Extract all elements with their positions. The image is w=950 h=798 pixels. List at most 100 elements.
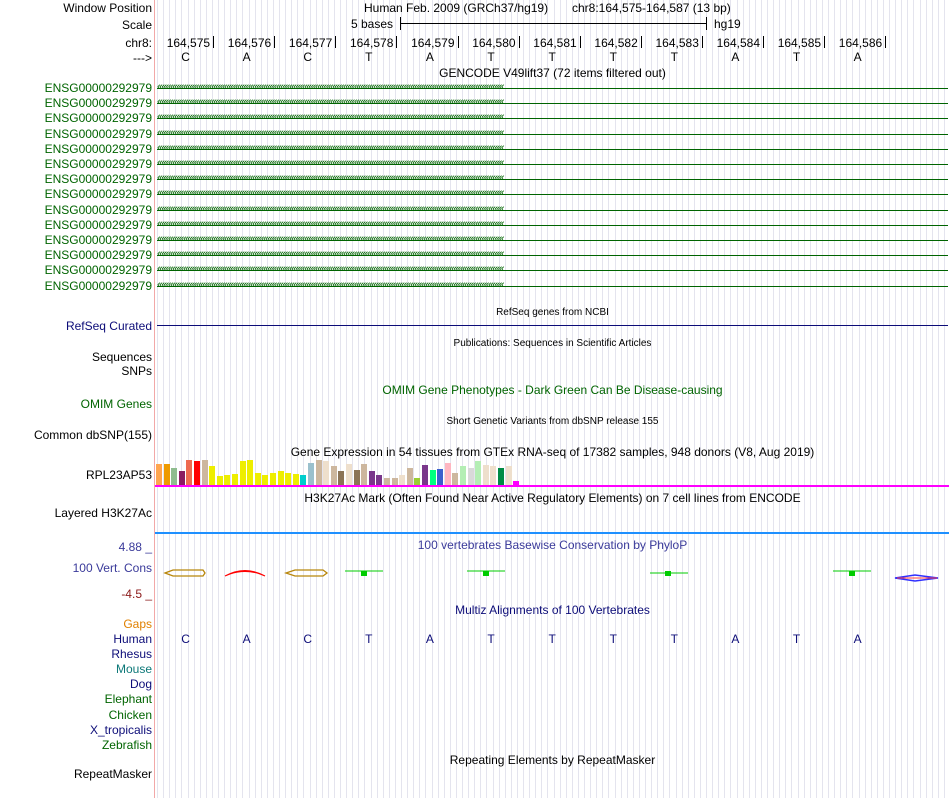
phylop-title[interactable]: 100 vertebrates Basewise Conservation by… xyxy=(417,538,688,552)
gencode-gene-feature[interactable]: ‹‹‹‹‹‹‹‹‹‹‹‹‹‹‹‹‹‹‹‹‹‹‹‹‹‹‹‹‹‹‹‹‹‹‹‹‹‹‹‹… xyxy=(157,203,948,215)
gencode-gene-label[interactable]: ENSG00000292979 xyxy=(44,157,152,171)
gtex-tissue-bar[interactable] xyxy=(429,470,436,485)
gtex-tissue-bar[interactable] xyxy=(467,467,474,485)
gtex-tissue-bar[interactable] xyxy=(201,460,208,485)
gencode-gene-feature[interactable]: ‹‹‹‹‹‹‹‹‹‹‹‹‹‹‹‹‹‹‹‹‹‹‹‹‹‹‹‹‹‹‹‹‹‹‹‹‹‹‹‹… xyxy=(157,157,948,169)
gencode-gene-label[interactable]: ENSG00000292979 xyxy=(44,278,152,293)
gtex-label[interactable]: RPL23AP53 xyxy=(85,468,152,482)
snps-label[interactable]: SNPs xyxy=(121,364,152,378)
dbsnp-title[interactable]: Short Genetic Variants from dbSNP releas… xyxy=(446,416,659,427)
gtex-tissue-bar[interactable] xyxy=(216,476,223,485)
gtex-tissue-bar[interactable] xyxy=(285,472,292,485)
gtex-tissue-bar[interactable] xyxy=(406,467,413,485)
omim-title[interactable]: OMIM Gene Phenotypes - Dark Green Can Be… xyxy=(382,383,723,397)
gtex-tissue-bar[interactable] xyxy=(156,463,162,485)
gtex-tissue-bar[interactable] xyxy=(452,472,459,485)
gtex-tissue-bar[interactable] xyxy=(239,461,246,485)
multiz-title[interactable]: Multiz Alignments of 100 Vertebrates xyxy=(455,603,650,617)
dbsnp-label[interactable]: Common dbSNP(155) xyxy=(33,428,152,442)
gencode-gene-feature[interactable]: ‹‹‹‹‹‹‹‹‹‹‹‹‹‹‹‹‹‹‹‹‹‹‹‹‹‹‹‹‹‹‹‹‹‹‹‹‹‹‹‹… xyxy=(157,263,948,275)
omim-label[interactable]: OMIM Genes xyxy=(80,397,152,411)
gencode-gene-feature[interactable]: ‹‹‹‹‹‹‹‹‹‹‹‹‹‹‹‹‹‹‹‹‹‹‹‹‹‹‹‹‹‹‹‹‹‹‹‹‹‹‹‹… xyxy=(157,279,948,291)
gtex-tissue-bar[interactable] xyxy=(444,462,451,485)
gtex-tissue-bar[interactable] xyxy=(171,467,178,485)
gtex-tissue-bar[interactable] xyxy=(270,472,276,485)
gtex-tissue-bar[interactable] xyxy=(361,463,368,485)
gtex-tissue-bar[interactable] xyxy=(163,463,170,485)
gtex-tissue-bar[interactable] xyxy=(232,473,238,485)
gencode-gene-label[interactable]: ENSG00000292979 xyxy=(44,263,152,278)
species-label[interactable]: Human xyxy=(113,632,152,646)
h3k27ac-title[interactable]: H3K27Ac Mark (Often Found Near Active Re… xyxy=(304,491,801,505)
gencode-gene-feature[interactable]: ‹‹‹‹‹‹‹‹‹‹‹‹‹‹‹‹‹‹‹‹‹‹‹‹‹‹‹‹‹‹‹‹‹‹‹‹‹‹‹‹… xyxy=(157,187,948,199)
gaps-label[interactable]: Gaps xyxy=(123,617,152,631)
position-text[interactable]: chr8:164,575-164,587 (13 bp) xyxy=(572,1,731,15)
gtex-tissue-bar[interactable] xyxy=(437,468,444,485)
species-label[interactable]: Elephant xyxy=(104,692,152,707)
species-label[interactable]: Zebrafish xyxy=(101,737,152,752)
species-label[interactable]: Dog xyxy=(129,677,152,692)
gtex-tissue-bar[interactable] xyxy=(460,466,466,485)
gencode-gene-label[interactable]: ENSG00000292979 xyxy=(44,141,152,156)
repeatmasker-title[interactable]: Repeating Elements by RepeatMasker xyxy=(449,753,656,767)
gencode-gene-label[interactable]: ENSG00000292979 xyxy=(44,202,152,217)
gencode-gene-feature[interactable]: ‹‹‹‹‹‹‹‹‹‹‹‹‹‹‹‹‹‹‹‹‹‹‹‹‹‹‹‹‹‹‹‹‹‹‹‹‹‹‹‹… xyxy=(157,127,948,139)
gencode-gene-label[interactable]: ENSG00000292979 xyxy=(44,217,152,232)
gtex-tissue-bar[interactable] xyxy=(224,475,231,485)
gtex-tissue-bar[interactable] xyxy=(254,472,261,485)
gtex-tissue-bar[interactable] xyxy=(482,465,489,485)
gtex-tissue-bar[interactable] xyxy=(323,461,330,485)
refseq-title[interactable]: RefSeq genes from NCBI xyxy=(496,307,609,318)
gtex-tissue-bar[interactable] xyxy=(505,466,512,485)
species-label[interactable]: Mouse xyxy=(115,662,152,677)
gencode-gene-feature[interactable]: ‹‹‹‹‹‹‹‹‹‹‹‹‹‹‹‹‹‹‹‹‹‹‹‹‹‹‹‹‹‹‹‹‹‹‹‹‹‹‹‹… xyxy=(157,142,948,154)
gencode-gene-label[interactable]: ENSG00000292979 xyxy=(44,172,152,187)
gencode-gene-feature[interactable]: ‹‹‹‹‹‹‹‹‹‹‹‹‹‹‹‹‹‹‹‹‹‹‹‹‹‹‹‹‹‹‹‹‹‹‹‹‹‹‹‹… xyxy=(157,111,948,123)
gencode-title[interactable]: GENCODE V49lift37 (72 items filtered out… xyxy=(439,66,666,80)
publications-title[interactable]: Publications: Sequences in Scientific Ar… xyxy=(453,338,652,349)
gtex-tissue-bar[interactable] xyxy=(384,477,390,485)
gencode-gene-label[interactable]: ENSG00000292979 xyxy=(44,187,152,202)
gtex-tissue-bar[interactable] xyxy=(209,466,216,485)
gtex-tissue-bar[interactable] xyxy=(376,475,383,485)
species-label[interactable]: X_tropicalis xyxy=(89,722,152,737)
species-label[interactable]: Rhesus xyxy=(111,647,152,662)
gtex-tissue-bar[interactable] xyxy=(315,460,322,485)
gtex-tissue-bar[interactable] xyxy=(338,471,345,485)
gtex-tissue-bar[interactable] xyxy=(513,481,520,485)
gtex-tissue-bar[interactable] xyxy=(186,460,193,485)
gtex-tissue-bar[interactable] xyxy=(391,477,398,485)
publications-label[interactable]: Sequences xyxy=(91,350,152,364)
gtex-tissue-bar[interactable] xyxy=(399,475,406,485)
gtex-tissue-bar[interactable] xyxy=(498,467,504,485)
gencode-gene-feature[interactable]: ‹‹‹‹‹‹‹‹‹‹‹‹‹‹‹‹‹‹‹‹‹‹‹‹‹‹‹‹‹‹‹‹‹‹‹‹‹‹‹‹… xyxy=(157,233,948,245)
gtex-tissue-bar[interactable] xyxy=(346,463,352,485)
gencode-gene-label[interactable]: ENSG00000292979 xyxy=(44,81,152,95)
h3k27ac-label[interactable]: Layered H3K27Ac xyxy=(54,506,152,520)
h3k27ac-line[interactable] xyxy=(155,532,949,534)
gtex-tissue-bar[interactable] xyxy=(247,460,254,485)
gtex-tissue-bar[interactable] xyxy=(300,475,307,485)
phylop-label[interactable]: 100 Vert. Cons xyxy=(72,561,152,575)
gtex-tissue-bar[interactable] xyxy=(475,461,482,485)
gtex-tissue-bar[interactable] xyxy=(490,466,497,485)
gencode-gene-feature[interactable]: ‹‹‹‹‹‹‹‹‹‹‹‹‹‹‹‹‹‹‹‹‹‹‹‹‹‹‹‹‹‹‹‹‹‹‹‹‹‹‹‹… xyxy=(157,218,948,230)
gtex-tissue-bar[interactable] xyxy=(262,475,269,485)
gtex-tissue-bar[interactable] xyxy=(353,470,360,485)
gencode-gene-label[interactable]: ENSG00000292979 xyxy=(44,248,152,263)
gencode-gene-label[interactable]: ENSG00000292979 xyxy=(44,126,152,141)
gtex-tissue-bar[interactable] xyxy=(292,473,299,485)
gencode-gene-feature[interactable]: ‹‹‹‹‹‹‹‹‹‹‹‹‹‹‹‹‹‹‹‹‹‹‹‹‹‹‹‹‹‹‹‹‹‹‹‹‹‹‹‹… xyxy=(157,172,948,184)
gtex-tissue-bar[interactable] xyxy=(414,477,421,485)
repeatmasker-label[interactable]: RepeatMasker xyxy=(73,767,152,781)
phylop-glyphs[interactable] xyxy=(155,560,950,590)
gencode-gene-feature[interactable]: ‹‹‹‹‹‹‹‹‹‹‹‹‹‹‹‹‹‹‹‹‹‹‹‹‹‹‹‹‹‹‹‹‹‹‹‹‹‹‹‹… xyxy=(157,81,948,93)
gencode-gene-feature[interactable]: ‹‹‹‹‹‹‹‹‹‹‹‹‹‹‹‹‹‹‹‹‹‹‹‹‹‹‹‹‹‹‹‹‹‹‹‹‹‹‹‹… xyxy=(157,248,948,260)
gtex-title[interactable]: Gene Expression in 54 tissues from GTEx … xyxy=(290,445,815,459)
gtex-tissue-bar[interactable] xyxy=(368,471,375,485)
refseq-label[interactable]: RefSeq Curated xyxy=(65,319,152,333)
gtex-tissue-bar[interactable] xyxy=(330,466,337,485)
gencode-gene-label[interactable]: ENSG00000292979 xyxy=(44,111,152,126)
gtex-bars[interactable] xyxy=(155,460,555,485)
gencode-gene-label[interactable]: ENSG00000292979 xyxy=(44,233,152,247)
